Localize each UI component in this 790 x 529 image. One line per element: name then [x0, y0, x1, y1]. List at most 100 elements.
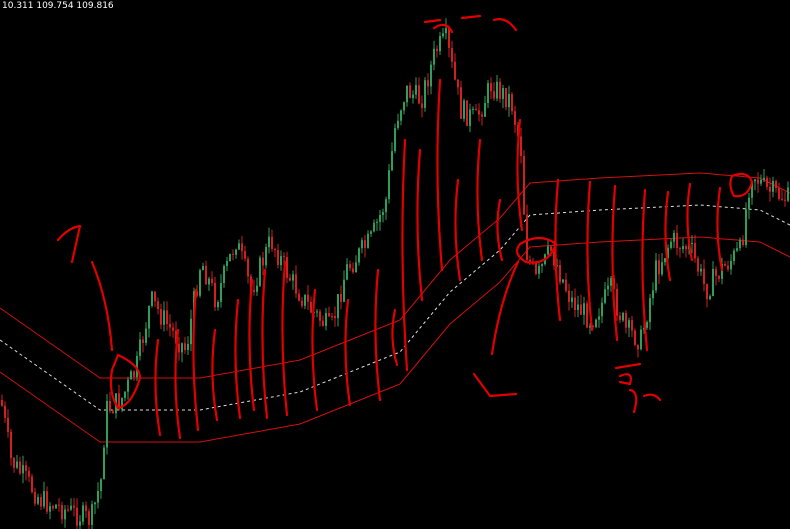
candle-body: [31, 476, 33, 493]
candle-body: [490, 83, 492, 92]
candle-body: [391, 151, 393, 171]
candle-body: [175, 330, 177, 344]
candle-body: [433, 48, 435, 65]
candle-body: [553, 250, 555, 266]
candle-body: [151, 291, 153, 306]
candle-body: [739, 239, 741, 249]
candle-body: [358, 248, 360, 263]
candle-body: [787, 187, 789, 201]
candle-body: [577, 304, 579, 310]
candle-body: [79, 521, 81, 526]
candle-body: [571, 297, 573, 302]
candle-body: [28, 470, 30, 477]
candle-body: [94, 502, 96, 505]
candle-body: [418, 85, 420, 104]
candle-body: [607, 285, 609, 290]
annotation: [248, 278, 256, 412]
candle-body: [103, 447, 105, 480]
annotation: [586, 180, 594, 332]
candle-body: [88, 511, 90, 525]
candle-body: [646, 322, 648, 328]
candle-body: [184, 343, 186, 350]
candle-body: [475, 108, 477, 111]
candle-body: [670, 241, 672, 248]
candle-body: [106, 401, 108, 448]
annotation: [611, 184, 619, 342]
candle-body: [685, 246, 687, 250]
candle-body: [769, 186, 771, 192]
candle-body: [568, 290, 570, 302]
annotation: [416, 148, 424, 302]
candle-body: [349, 264, 351, 269]
candle-body: [643, 327, 645, 330]
candle-body: [775, 181, 777, 188]
candle-body: [286, 257, 288, 278]
candle-body: [535, 262, 537, 274]
annotation: [311, 288, 319, 412]
annotation: [516, 236, 558, 264]
candle-body: [133, 371, 135, 377]
candle-body: [169, 324, 171, 328]
candle-body: [187, 344, 189, 350]
candle-body: [301, 300, 303, 306]
candle-body: [649, 298, 651, 323]
candle-body: [562, 279, 564, 283]
candle-body: [34, 492, 36, 504]
candle-body: [73, 505, 75, 508]
annotation: [234, 298, 242, 420]
candle-body: [580, 304, 582, 315]
candle-body: [163, 310, 165, 325]
candle-body: [289, 277, 291, 281]
candle-body: [235, 249, 237, 255]
candle-body: [610, 278, 612, 286]
candle-body: [727, 265, 729, 270]
candle-body: [658, 260, 660, 275]
candle-body: [373, 222, 375, 232]
candle-body: [463, 100, 465, 119]
candle-body: [10, 431, 12, 458]
candle-body: [145, 328, 147, 343]
candle-body: [511, 94, 513, 112]
candle-body: [7, 417, 9, 432]
candle-body: [469, 109, 471, 126]
candle-body: [46, 491, 48, 512]
candle-body: [310, 301, 312, 313]
annotation: [716, 186, 724, 272]
candle-body: [190, 318, 192, 345]
candle-body: [394, 127, 396, 151]
candle-body: [382, 212, 384, 215]
candle-body: [364, 240, 366, 248]
candle-body: [25, 465, 27, 471]
candle-body: [520, 136, 522, 156]
candle-body: [1, 400, 3, 406]
candle-body: [760, 179, 762, 184]
candle-body: [268, 236, 270, 248]
candle-body: [331, 316, 333, 318]
candle-body: [436, 48, 438, 52]
candles: [1, 18, 789, 529]
candle-body: [100, 479, 102, 491]
candle-body: [586, 303, 588, 328]
candle-body: [67, 509, 69, 511]
candle-body: [19, 461, 21, 474]
candle-body: [541, 264, 543, 267]
candle-body: [487, 83, 489, 103]
candle-body: [406, 85, 408, 103]
candle-body: [484, 103, 486, 117]
annotation: [391, 308, 399, 367]
candle-body: [181, 343, 183, 353]
annotation: [401, 138, 409, 372]
candle-body: [121, 397, 123, 410]
candle-body: [529, 259, 531, 262]
candle-body: [640, 329, 642, 350]
candle-body: [76, 507, 78, 526]
candle-body: [241, 243, 243, 252]
candle-body: [280, 256, 282, 266]
candle-body: [634, 330, 636, 345]
candle-body: [388, 170, 390, 200]
upper-band: [0, 172, 790, 379]
candle-body: [148, 306, 150, 329]
candle-body: [340, 294, 342, 302]
candle-body: [70, 505, 72, 510]
